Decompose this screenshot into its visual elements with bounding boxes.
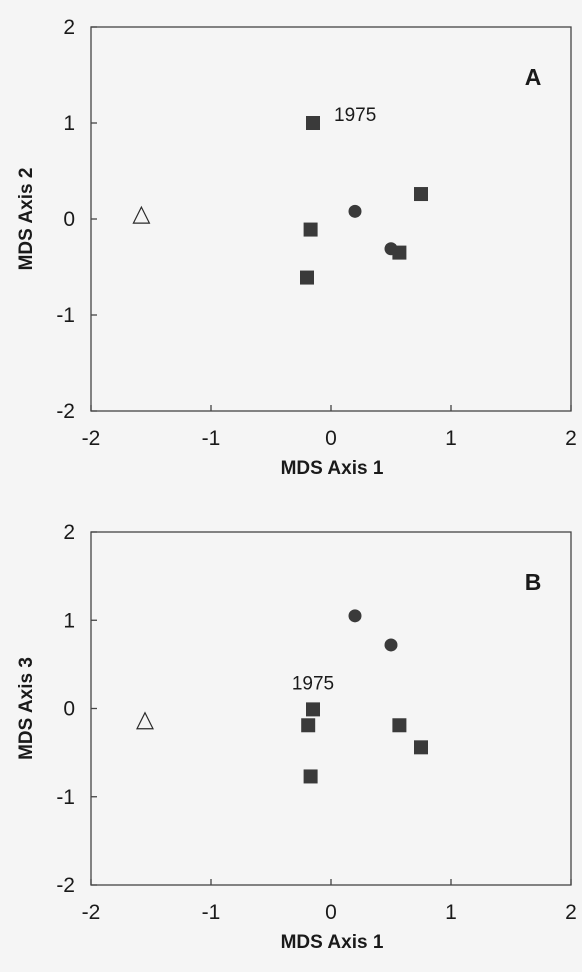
x-tick-label: 0 — [325, 901, 337, 924]
data-point-square — [300, 270, 314, 285]
x-tick-label: 0 — [325, 427, 337, 450]
y-axis-title: MDS Axis 3 — [16, 657, 37, 760]
data-point-triangle — [132, 205, 151, 224]
x-axis-title: MDS Axis 1 — [281, 932, 384, 953]
data-point-square — [303, 222, 318, 237]
x-tick-label: -1 — [202, 901, 221, 924]
data-point-square — [303, 769, 318, 784]
panel-letter: A — [525, 64, 542, 90]
data-point-square — [392, 718, 407, 733]
y-tick-label: 1 — [63, 609, 75, 632]
x-tick-label: -2 — [82, 901, 101, 924]
data-point-square — [306, 702, 320, 717]
data-point-square — [301, 718, 316, 733]
x-tick-label: 2 — [565, 427, 577, 450]
data-point-circle — [348, 204, 362, 218]
x-tick-label: -1 — [202, 427, 221, 450]
chart-panel-b: -2 -1 0 1 2 -2 -1 0 1 2 MDS Axis 1 MDS Axis 3 B 1975 — [16, 521, 577, 953]
plot-frame — [90, 531, 572, 886]
plot-frame — [90, 26, 572, 412]
y-tick-label: -1 — [56, 304, 75, 327]
data-point-square — [306, 116, 320, 130]
y-tick-label: 2 — [63, 521, 75, 544]
x-tick-label: 2 — [565, 901, 577, 924]
point-label: 1975 — [334, 105, 376, 126]
point-label: 1975 — [292, 673, 334, 694]
y-tick-label: -1 — [56, 786, 75, 809]
y-axis-title: MDS Axis 2 — [16, 168, 37, 271]
data-point-triangle — [136, 711, 154, 730]
data-point-square — [414, 740, 428, 755]
x-axis-title: MDS Axis 1 — [281, 458, 384, 479]
y-tick-label: 0 — [63, 698, 75, 721]
data-point-circle — [384, 242, 398, 256]
x-tick-label: 1 — [445, 901, 457, 924]
y-tick-label: -2 — [56, 874, 75, 897]
chart-panel-a: -2 -1 0 1 2 -2 -1 0 1 2 MDS Axis 1 MDS Axis 2 A 1975 — [16, 16, 577, 479]
data-point-circle — [384, 638, 398, 652]
data-point-square — [414, 187, 428, 202]
data-point-circle — [348, 609, 362, 623]
panel-letter: B — [525, 569, 542, 595]
x-tick-label: -2 — [82, 427, 101, 450]
x-tick-label: 1 — [445, 427, 457, 450]
y-tick-label: 2 — [63, 16, 75, 39]
y-tick-label: 0 — [63, 208, 75, 231]
y-tick-label: -2 — [56, 400, 75, 423]
y-tick-label: 1 — [63, 112, 75, 135]
